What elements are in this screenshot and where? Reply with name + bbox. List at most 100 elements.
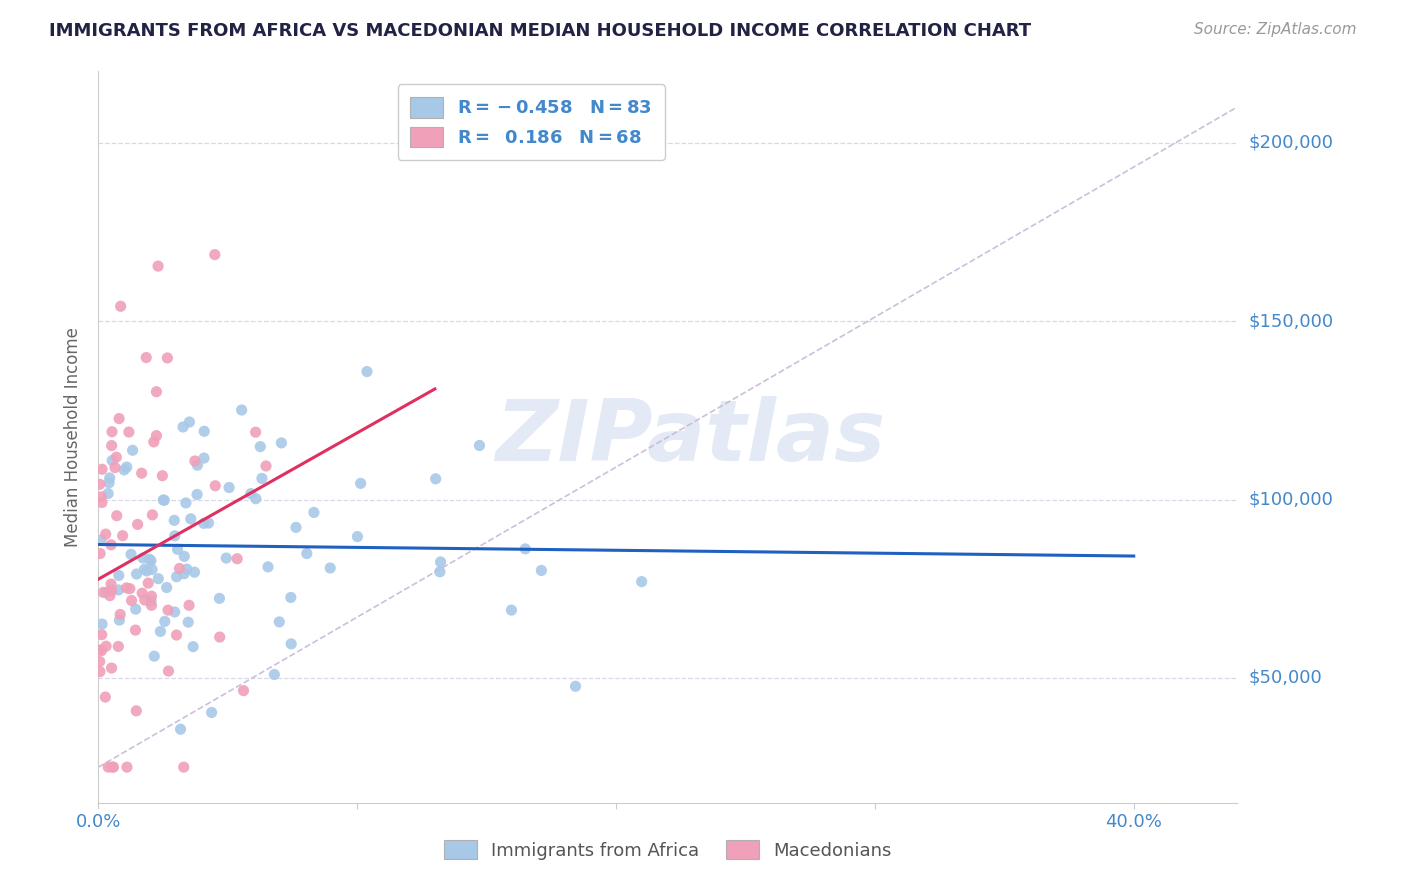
Text: $150,000: $150,000: [1249, 312, 1333, 330]
Point: [181, 640, 204, 654]
Point: [121, 593, 143, 607]
Text: $100,000: $100,000: [1249, 491, 1333, 508]
Point: [101, 453, 124, 467]
Point: [346, 530, 368, 544]
Point: [163, 605, 186, 619]
Text: ZIPatlas: ZIPatlas: [495, 395, 886, 479]
Point: [179, 415, 201, 429]
Point: [141, 599, 163, 613]
Point: [90, 533, 112, 547]
Point: [149, 624, 172, 639]
Point: [174, 496, 197, 510]
Point: [100, 439, 122, 453]
Point: [157, 603, 180, 617]
Point: [145, 428, 167, 442]
Point: [152, 493, 174, 508]
Point: [90, 628, 112, 642]
Point: [90, 490, 112, 504]
Point: [218, 481, 240, 495]
Point: [257, 560, 280, 574]
Point: [134, 562, 156, 576]
Point: [153, 615, 176, 629]
Point: [215, 551, 238, 566]
Point: [163, 513, 186, 527]
Point: [134, 593, 156, 607]
Point: [89, 547, 111, 561]
Point: [131, 586, 153, 600]
Point: [254, 458, 277, 473]
Point: [319, 561, 342, 575]
Point: [115, 581, 138, 595]
Point: [104, 460, 127, 475]
Text: $200,000: $200,000: [1249, 134, 1333, 152]
Point: [468, 438, 491, 452]
Point: [98, 475, 121, 490]
Point: [146, 259, 169, 273]
Point: [141, 508, 163, 522]
Point: [107, 582, 129, 597]
Point: [245, 491, 267, 506]
Point: [90, 643, 112, 657]
Point: [143, 649, 166, 664]
Point: [208, 630, 231, 644]
Point: [356, 365, 378, 379]
Point: [184, 454, 207, 468]
Point: [125, 602, 148, 616]
Point: [100, 583, 122, 598]
Point: [139, 554, 162, 568]
Point: [176, 562, 198, 576]
Point: [115, 460, 138, 475]
Point: [139, 594, 162, 608]
Point: [94, 527, 117, 541]
Point: [269, 615, 291, 629]
Point: [425, 472, 447, 486]
Point: [89, 643, 111, 657]
Point: [285, 520, 308, 534]
Point: [101, 760, 124, 774]
Point: [138, 552, 160, 566]
Point: [249, 440, 271, 454]
Point: [166, 628, 188, 642]
Point: [148, 572, 170, 586]
Point: [180, 512, 202, 526]
Point: [100, 538, 122, 552]
Text: Source: ZipAtlas.com: Source: ZipAtlas.com: [1194, 22, 1357, 37]
Point: [250, 471, 273, 485]
Point: [172, 420, 194, 434]
Point: [97, 760, 120, 774]
Point: [564, 679, 586, 693]
Point: [118, 425, 141, 439]
Point: [98, 471, 121, 485]
Point: [111, 529, 134, 543]
Point: [97, 486, 120, 500]
Point: [124, 623, 146, 637]
Point: [107, 640, 129, 654]
Point: [89, 655, 111, 669]
Point: [127, 517, 149, 532]
Point: [501, 603, 523, 617]
Point: [100, 661, 122, 675]
Point: [295, 547, 318, 561]
Point: [125, 704, 148, 718]
Point: [163, 529, 186, 543]
Point: [280, 591, 302, 605]
Point: [515, 541, 537, 556]
Point: [150, 468, 173, 483]
Point: [108, 411, 131, 425]
Point: [135, 351, 157, 365]
Point: [226, 551, 249, 566]
Point: [173, 566, 195, 581]
Point: [145, 384, 167, 399]
Point: [183, 565, 205, 579]
Point: [94, 690, 117, 704]
Point: [201, 706, 224, 720]
Point: [156, 351, 179, 365]
Point: [177, 615, 200, 630]
Point: [121, 443, 143, 458]
Point: [630, 574, 652, 589]
Point: [100, 577, 122, 591]
Point: [136, 576, 159, 591]
Point: [193, 425, 215, 439]
Point: [118, 582, 141, 596]
Point: [103, 760, 125, 774]
